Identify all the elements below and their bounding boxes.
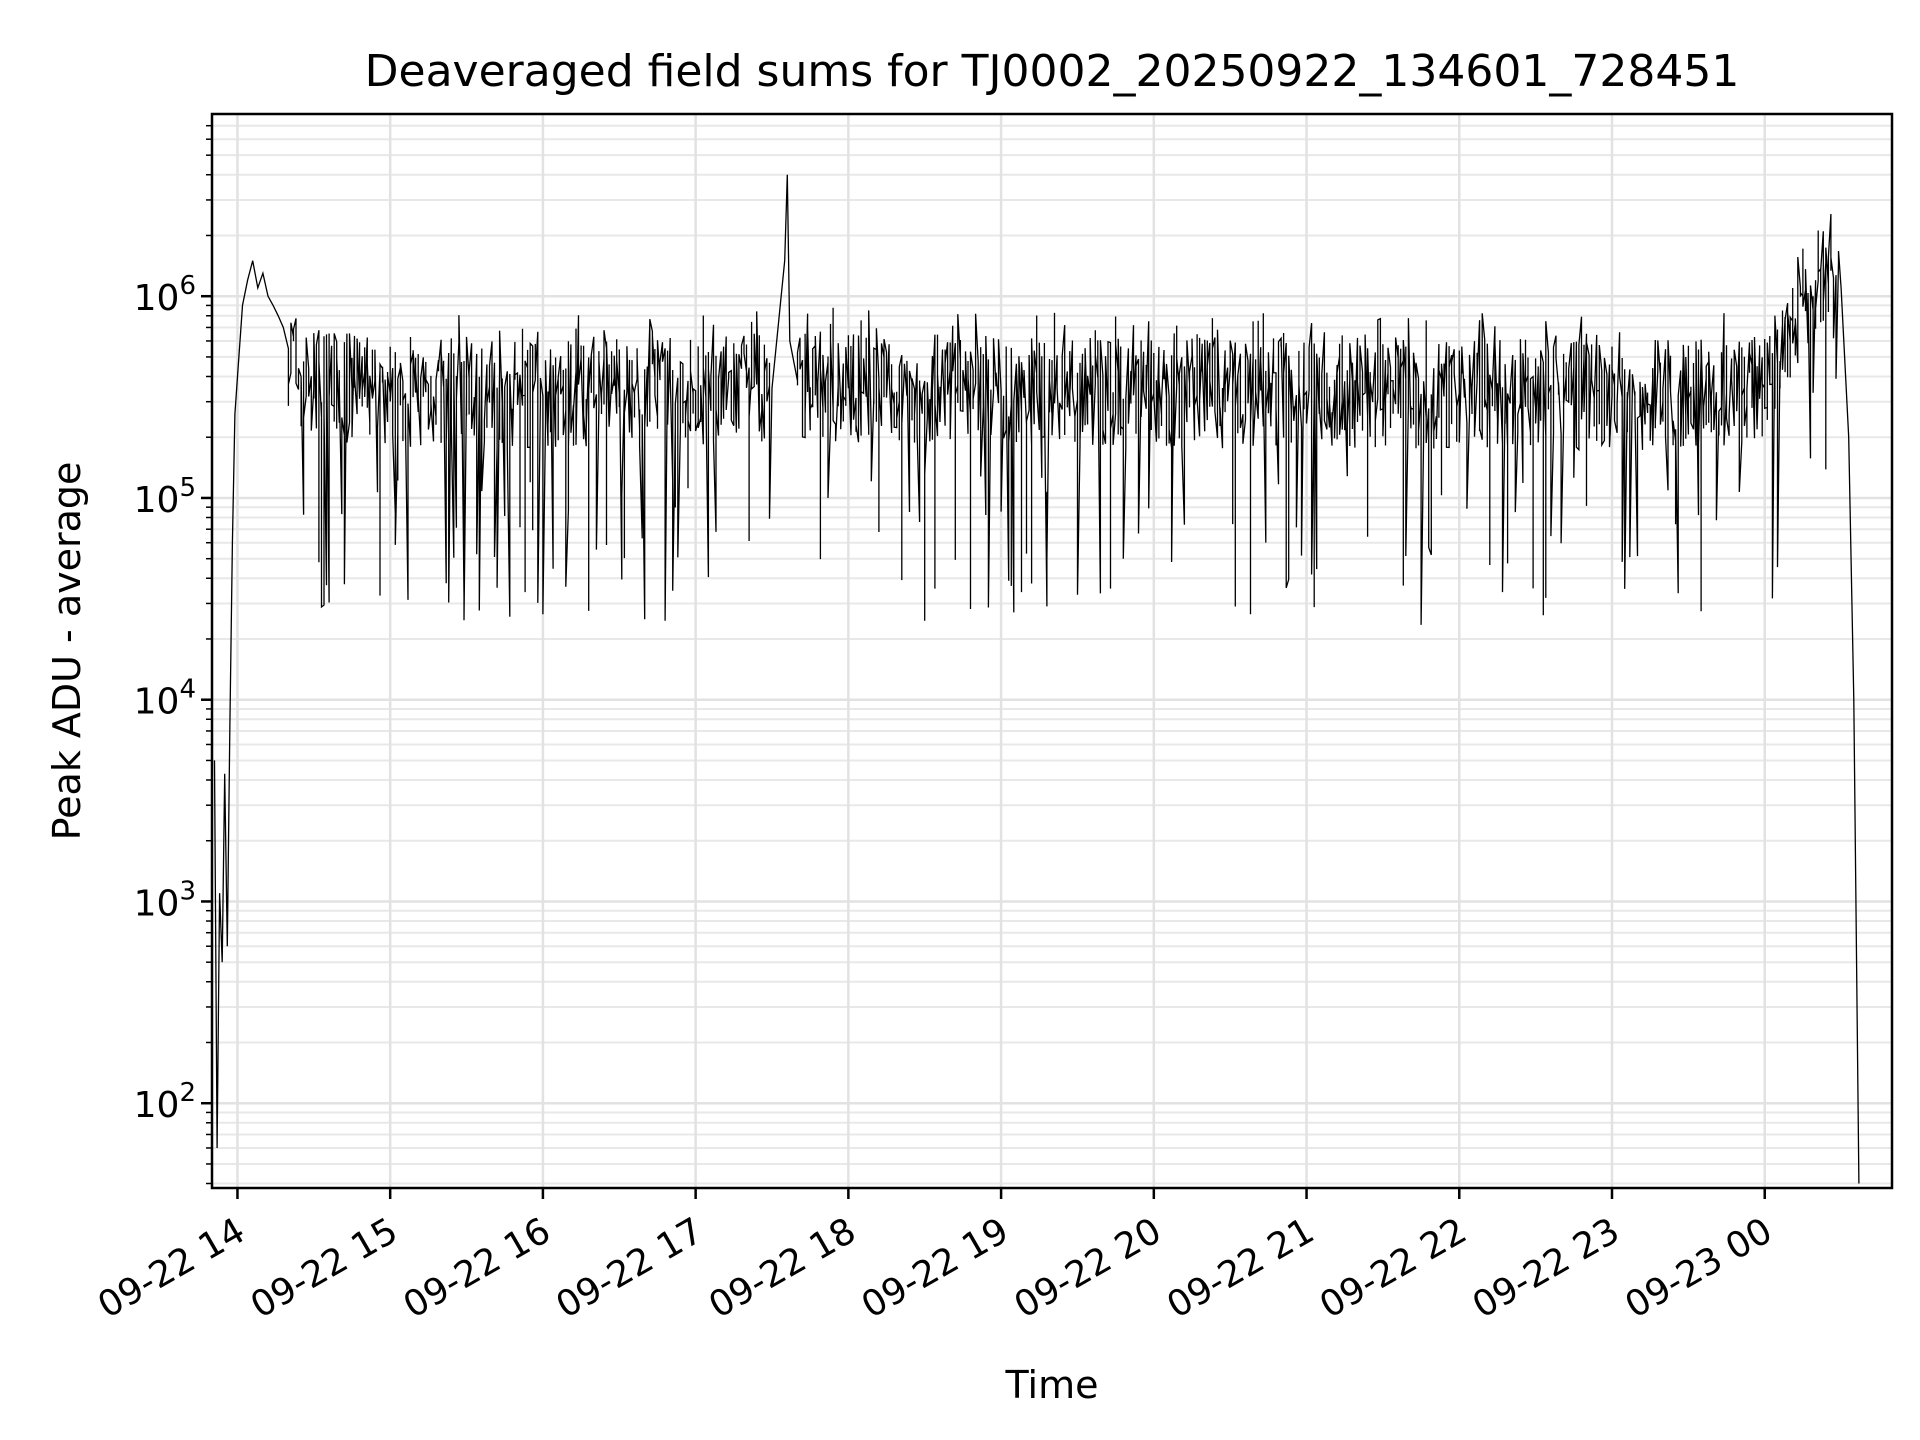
y-axis: 102 103 104 105 106 <box>134 124 212 1185</box>
x-tick-label: 09-22 20 <box>1008 1210 1169 1326</box>
x-tick-label: 09-22 15 <box>244 1210 405 1326</box>
series-line-layer <box>213 174 1860 1184</box>
y-tick-label: 105 <box>134 473 196 521</box>
y-tick-label: 106 <box>134 271 196 319</box>
y-tick-label: 104 <box>134 675 196 723</box>
x-tick-label: 09-22 16 <box>397 1210 558 1326</box>
x-tick-label: 09-22 19 <box>855 1210 1016 1326</box>
y-axis-label: Peak ADU - average <box>45 462 89 841</box>
x-axis-label: Time <box>1005 1363 1099 1407</box>
y-tick-label: 102 <box>134 1078 196 1126</box>
y-tick-label: 103 <box>134 876 196 924</box>
x-tick-label: 09-22 18 <box>702 1210 863 1326</box>
grid <box>212 114 1892 1188</box>
chart-title: Deaveraged field sums for TJ0002_2025092… <box>365 46 1740 97</box>
x-tick-label: 09-22 14 <box>91 1210 252 1326</box>
x-tick-label: 09-23 00 <box>1619 1210 1780 1326</box>
x-tick-label: 09-22 23 <box>1466 1210 1627 1326</box>
x-tick-label: 09-22 21 <box>1160 1210 1321 1326</box>
series-line <box>213 174 1860 1184</box>
plot-frame <box>210 112 1894 1190</box>
x-tick-label: 09-22 22 <box>1313 1210 1474 1326</box>
x-tick-label: 09-22 17 <box>549 1210 710 1326</box>
